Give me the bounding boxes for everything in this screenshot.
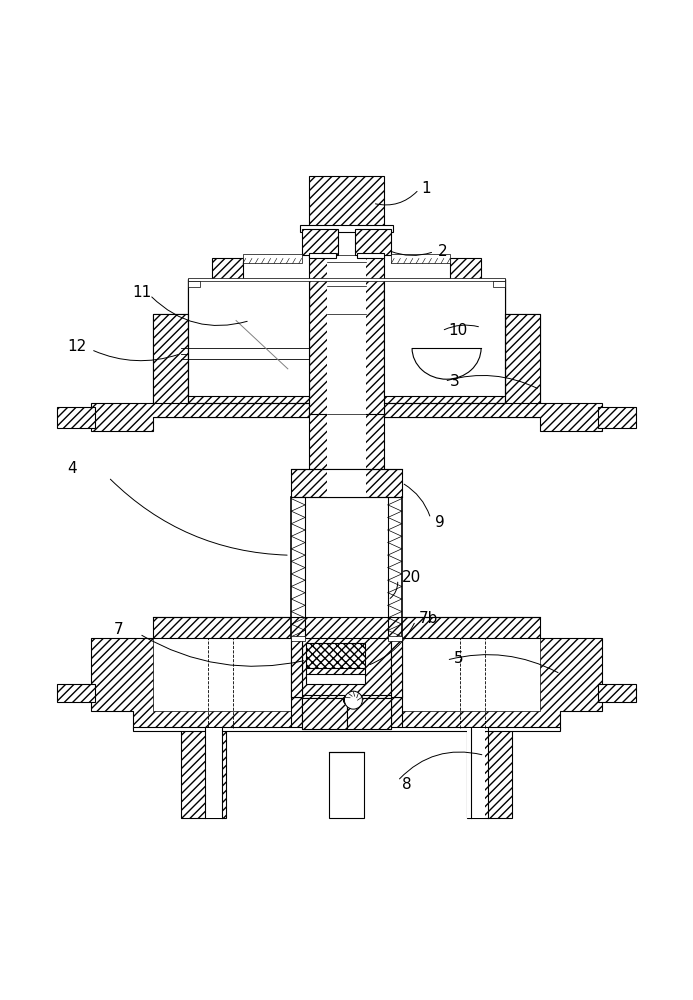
Text: 1: 1 xyxy=(421,181,430,196)
Bar xyxy=(57,684,94,702)
Polygon shape xyxy=(392,254,450,263)
Bar xyxy=(327,227,366,417)
Bar xyxy=(327,414,366,472)
Bar xyxy=(391,638,402,697)
Bar xyxy=(188,281,200,287)
Bar xyxy=(132,727,561,731)
Bar xyxy=(329,752,364,818)
Bar xyxy=(308,253,336,258)
Bar xyxy=(291,638,302,697)
Bar xyxy=(346,698,391,729)
Bar xyxy=(385,279,505,396)
Bar xyxy=(291,638,302,697)
Polygon shape xyxy=(91,617,602,729)
Bar xyxy=(467,728,512,818)
Text: 8: 8 xyxy=(402,777,412,792)
Bar xyxy=(302,698,346,729)
Text: 11: 11 xyxy=(132,285,152,300)
Polygon shape xyxy=(188,258,308,314)
Text: 5: 5 xyxy=(453,651,463,666)
Text: 4: 4 xyxy=(67,461,77,476)
Polygon shape xyxy=(385,314,602,431)
Text: 9: 9 xyxy=(435,515,445,530)
Polygon shape xyxy=(91,314,308,431)
Polygon shape xyxy=(385,258,505,314)
Bar xyxy=(306,674,365,684)
Text: 20: 20 xyxy=(402,570,421,585)
Bar xyxy=(302,698,391,729)
Bar xyxy=(467,728,484,818)
Bar xyxy=(301,229,337,255)
Polygon shape xyxy=(153,279,308,417)
Bar xyxy=(57,407,94,428)
Bar xyxy=(306,643,365,669)
Bar xyxy=(599,407,636,428)
Polygon shape xyxy=(385,279,540,417)
Text: 3: 3 xyxy=(450,374,459,389)
Bar xyxy=(308,176,385,227)
Bar xyxy=(205,728,222,818)
Bar xyxy=(308,414,385,472)
Text: 12: 12 xyxy=(67,339,86,354)
Bar xyxy=(391,638,402,697)
Bar xyxy=(188,279,308,396)
Polygon shape xyxy=(243,254,301,263)
Bar xyxy=(412,293,481,348)
Text: 10: 10 xyxy=(448,323,468,338)
Bar xyxy=(388,636,402,641)
Bar xyxy=(308,227,385,417)
Bar xyxy=(181,728,226,818)
Bar xyxy=(493,281,505,287)
Text: 7: 7 xyxy=(114,622,123,637)
Bar xyxy=(299,225,394,232)
Bar xyxy=(599,684,636,702)
Bar xyxy=(291,695,402,729)
Bar xyxy=(291,636,305,641)
Text: 7b: 7b xyxy=(419,611,439,626)
Bar xyxy=(188,278,505,281)
Bar xyxy=(327,469,366,497)
Bar xyxy=(356,229,392,255)
Bar xyxy=(291,469,402,497)
Bar xyxy=(306,668,365,676)
Bar xyxy=(402,638,540,711)
Text: 2: 2 xyxy=(437,244,447,259)
Bar xyxy=(153,638,291,711)
Bar xyxy=(357,253,385,258)
Circle shape xyxy=(344,691,362,709)
